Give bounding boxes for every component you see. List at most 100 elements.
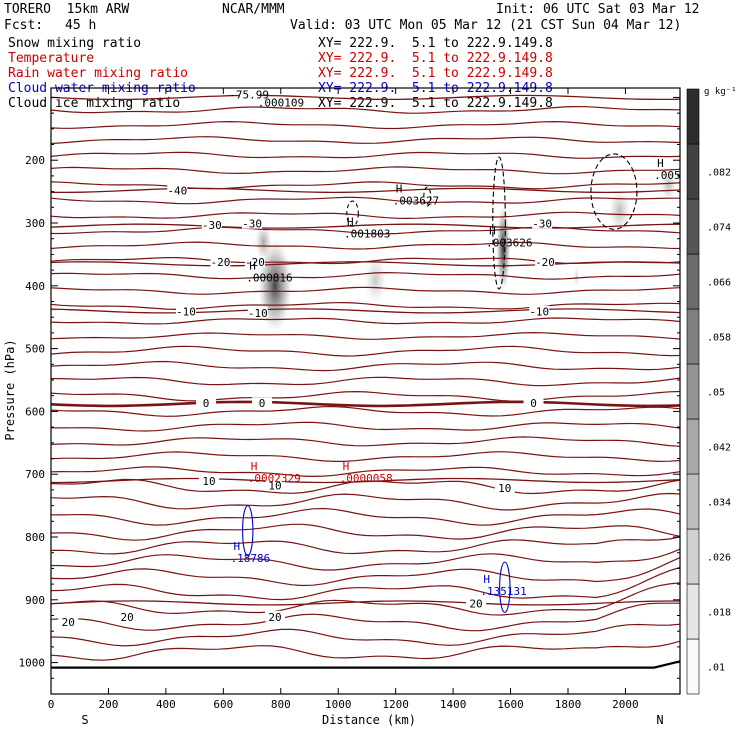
x-tick-label: 0 [48,698,55,711]
contour-label: 20 [62,616,75,629]
colorbar-segment [686,638,700,695]
contour-label: 20 [268,611,281,624]
isotherm-line [50,345,681,357]
isotherm-line [50,136,681,145]
isotherm-line [50,466,681,478]
maximum-value: .000109 [258,97,304,110]
isotherm-20 [50,600,680,606]
isotherm-line [50,181,681,190]
y-tick-label: 700 [25,468,45,481]
maximum-h-marker: H [249,259,256,272]
x-tick-label: 1400 [440,698,467,711]
contour-label: -30 [532,218,552,231]
y-tick-label: 900 [25,594,45,607]
contour-label: -20 [535,256,555,269]
isotherm-line [50,331,681,340]
isotherm-line [50,120,681,130]
x-tick-label: 400 [156,698,176,711]
colorbar-segment [686,473,700,530]
maximum-h-marker: H [489,225,496,238]
north-label: N [656,713,663,727]
maximum-h-marker: H [396,183,403,196]
contour-label-bg [210,255,231,267]
colorbar-segment [686,363,700,420]
maximum-value: .0000058 [340,472,393,485]
legend-temperature-label: Temperature [8,51,95,66]
isotherm-line [50,582,681,616]
colorbar-segment [686,253,700,310]
valid-time: Valid: 03 UTC Mon 05 Mar 12 (21 CST Sun … [290,18,682,33]
legend-rain-xy: XY= 222.9. 5.1 to 222.9.149.8 [318,66,553,81]
contour-label-bg [247,306,268,318]
contour-label: -20 [211,256,231,269]
isotherm-line [50,640,681,661]
snow-shading-blob [659,169,678,202]
colorbar-segment [686,583,700,640]
maximum-h-marker: H [657,157,664,170]
isotherm-line [50,241,681,250]
x-tick-label: 1200 [382,698,409,711]
cloud-water-contour [499,561,511,613]
model-title: TORERO 15km ARW [4,2,130,17]
snow-shading-blob [364,254,388,305]
y-tick-label: 400 [25,280,45,293]
contour-label-bg [175,305,196,317]
colorbar-tick-label: .082 [707,168,731,179]
isotherm-line [50,151,681,159]
center-title: NCAR/MMM [222,2,285,17]
isotherm--70 [50,94,681,101]
maximum-value: .001803 [344,227,390,240]
isotherm-line [50,390,681,402]
colorbar-segment [686,88,700,145]
isotherm-0 [50,400,681,408]
colorbar-tick-label: .05 [707,388,725,399]
x-axis-title: Distance (km) [322,713,416,727]
isotherm-line [51,376,681,387]
contour-label-bg [242,217,263,229]
isotherm-line [50,301,681,311]
isotherm-line [51,226,681,235]
plot-frame [50,87,681,695]
colorbar-tick-label: .026 [707,553,731,564]
contour-label: 20 [120,611,133,624]
isotherm-line [50,566,681,601]
colorbar-segment [686,143,700,200]
contour-label-bg [265,479,286,491]
colorbar-tick-label: .042 [707,443,731,454]
maximum-h-marker: H [251,460,258,473]
y-tick-label: 800 [25,531,45,544]
colorbar-tick-label: .034 [707,498,731,509]
y-tick-label: 600 [25,405,45,418]
y-tick-label: 1000 [19,657,46,670]
isotherm-line [50,166,681,175]
cloud-ice-contour [346,200,359,227]
x-tick-label: 2000 [612,698,639,711]
maximum-h-marker: H [347,215,354,228]
contour-label: 0 [259,397,266,410]
isotherm-line [50,317,681,325]
maximum-value: .003627 [393,195,439,208]
isotherm-line [50,602,680,632]
y-axis-title: Pressure (hPa) [3,339,17,440]
colorbar-segment [686,308,700,365]
contour-label: 10 [202,475,215,488]
init-time: Init: 06 UTC Sat 03 Mar 12 [496,2,700,17]
legend-temperature-xy: XY= 222.9. 5.1 to 222.9.149.8 [318,51,553,66]
maximum-value: .135131 [480,585,526,598]
maximum-value: .0002329 [248,472,301,485]
contour-label-bg [196,397,217,409]
contour-label: 0 [530,397,537,410]
contour-label: -30 [242,218,262,231]
contour-label-bg [117,610,138,622]
contour-label-bg [198,475,219,487]
contour-label: -10 [176,306,196,319]
colorbar-segment [686,418,700,475]
isotherm-line [50,360,681,372]
cloud-ice-contour [590,153,638,230]
maximum-value: .005 [654,169,681,182]
south-label: S [81,713,88,727]
maximum-h-marker: H [343,460,350,473]
isotherm-line [50,105,681,114]
x-tick-label: 800 [271,698,291,711]
isotherm--10 [50,308,681,314]
